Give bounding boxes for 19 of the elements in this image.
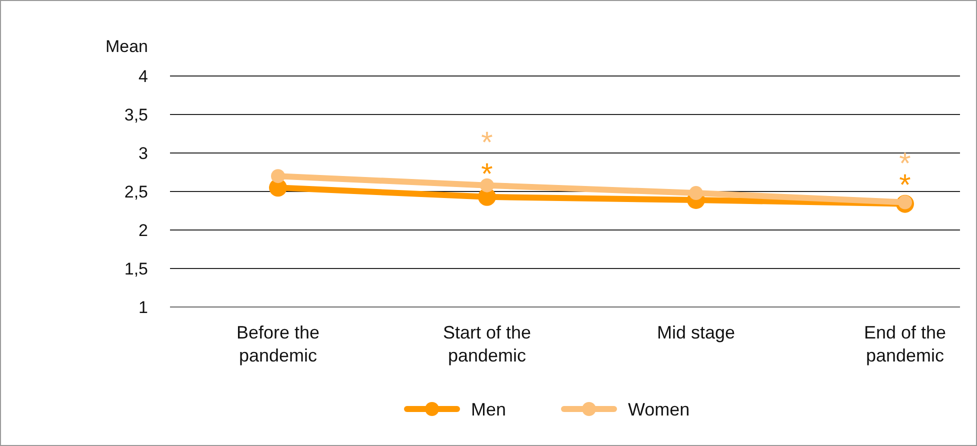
x-tick-label: Start of the pandemic — [442, 322, 532, 366]
x-tick-label: End of the pandemic — [864, 322, 946, 366]
legend-label: Women — [628, 399, 690, 420]
point — [480, 178, 494, 192]
annotation: * — [481, 158, 494, 191]
point — [689, 186, 703, 200]
point — [271, 169, 285, 184]
y-tick-label: 2 — [138, 220, 148, 240]
y-tick-label: 1,5 — [124, 259, 148, 278]
x-tick-label: Mid stage — [656, 322, 736, 342]
y-axis-title: Mean — [105, 36, 148, 56]
y-tick-label: 1 — [138, 298, 148, 317]
y-tick-label: 4 — [138, 66, 148, 86]
y-tick-label: 3,5 — [124, 105, 148, 124]
annotation: * — [481, 126, 494, 160]
y-tick-label: 3 — [138, 144, 148, 163]
legend-label: Men — [471, 399, 506, 420]
y-tick-label: 2,5 — [124, 182, 148, 202]
x-tick-label: Before the pandemic — [236, 322, 320, 366]
